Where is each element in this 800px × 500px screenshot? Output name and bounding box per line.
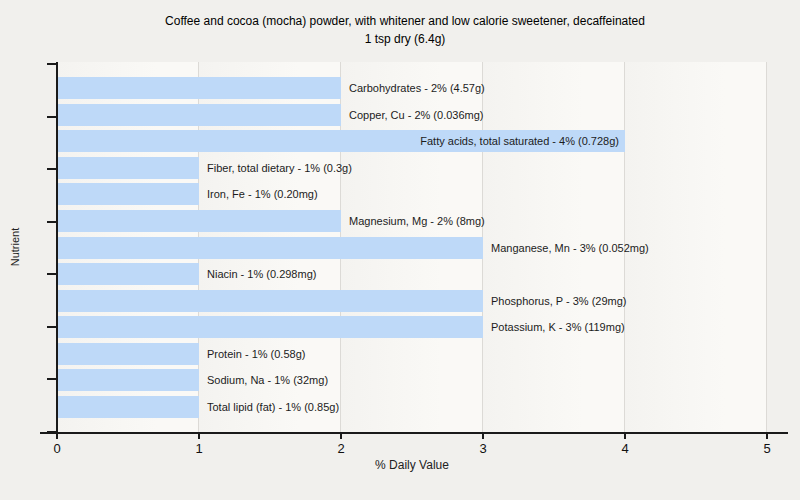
- bar-carbohydrates: [57, 77, 341, 99]
- x-tick-label-4: 4: [605, 441, 645, 456]
- x-axis-line: [40, 432, 788, 434]
- plot-area: Carbohydrates - 2% (4.57g) Copper, Cu - 2…: [57, 62, 767, 433]
- bar-sodium-na: [57, 369, 199, 391]
- y-axis-label: Nutrient: [9, 147, 21, 347]
- bar-iron-fe: [57, 183, 199, 205]
- x-tick-3: [482, 434, 484, 439]
- bar-phosphorus-p: [57, 290, 483, 312]
- bar-manganese-mn: [57, 237, 483, 259]
- y-axis-line: [56, 62, 58, 433]
- bar-fiber-total-dietary: [57, 157, 199, 179]
- x-tick-4: [624, 434, 626, 439]
- bar-label-niacin: Niacin - 1% (0.298mg): [207, 263, 316, 285]
- chart-subtitle: 1 tsp dry (6.4g): [0, 32, 800, 46]
- bar-label-fatty-acids-total-saturated: Fatty acids, total saturated - 4% (0.728…: [420, 130, 619, 152]
- bar-label-carbohydrates: Carbohydrates - 2% (4.57g): [349, 77, 485, 99]
- x-tick-2: [340, 434, 342, 439]
- y-tick-5: [47, 326, 57, 328]
- x-tick-label-2: 2: [321, 441, 361, 456]
- bar-total-lipid-fat-: [57, 396, 199, 418]
- bar-label-sodium-na: Sodium, Na - 1% (32mg): [207, 369, 328, 391]
- bar-label-magnesium-mg: Magnesium, Mg - 2% (8mg): [349, 210, 485, 232]
- x-tick-1: [198, 434, 200, 439]
- bar-label-manganese-mn: Manganese, Mn - 3% (0.052mg): [491, 237, 649, 259]
- bar-label-protein: Protein - 1% (0.58g): [207, 343, 305, 365]
- bar-label-iron-fe: Iron, Fe - 1% (0.20mg): [207, 183, 318, 205]
- y-tick-3: [47, 221, 57, 223]
- bar-magnesium-mg: [57, 210, 341, 232]
- x-tick-5: [766, 434, 768, 439]
- figure: Coffee and cocoa (mocha) powder, with wh…: [0, 0, 800, 500]
- y-tick-6: [47, 378, 57, 380]
- bar-copper-cu: [57, 104, 341, 126]
- bar-niacin: [57, 263, 199, 285]
- x-tick-label-0: 0: [37, 441, 77, 456]
- bar-label-fiber-total-dietary: Fiber, total dietary - 1% (0.3g): [207, 157, 352, 179]
- y-tick-4: [47, 273, 57, 275]
- gridline-x-5: [766, 62, 767, 433]
- y-tick-2: [47, 168, 57, 170]
- bar-label-potassium-k: Potassium, K - 3% (119mg): [491, 316, 625, 338]
- y-tick-7: [47, 431, 57, 433]
- y-tick-0: [47, 63, 57, 65]
- bar-potassium-k: [57, 316, 483, 338]
- x-tick-label-1: 1: [179, 441, 219, 456]
- y-tick-1: [47, 116, 57, 118]
- x-axis-label: % Daily Value: [57, 458, 767, 472]
- x-tick-label-3: 3: [463, 441, 503, 456]
- x-tick-0: [56, 434, 58, 439]
- bar-label-copper-cu: Copper, Cu - 2% (0.036mg): [349, 104, 484, 126]
- x-tick-label-5: 5: [747, 441, 787, 456]
- bar-label-total-lipid-fat-: Total lipid (fat) - 1% (0.85g): [207, 396, 339, 418]
- chart-title: Coffee and cocoa (mocha) powder, with wh…: [0, 14, 800, 28]
- bar-label-phosphorus-p: Phosphorus, P - 3% (29mg): [491, 290, 627, 312]
- bar-protein: [57, 343, 199, 365]
